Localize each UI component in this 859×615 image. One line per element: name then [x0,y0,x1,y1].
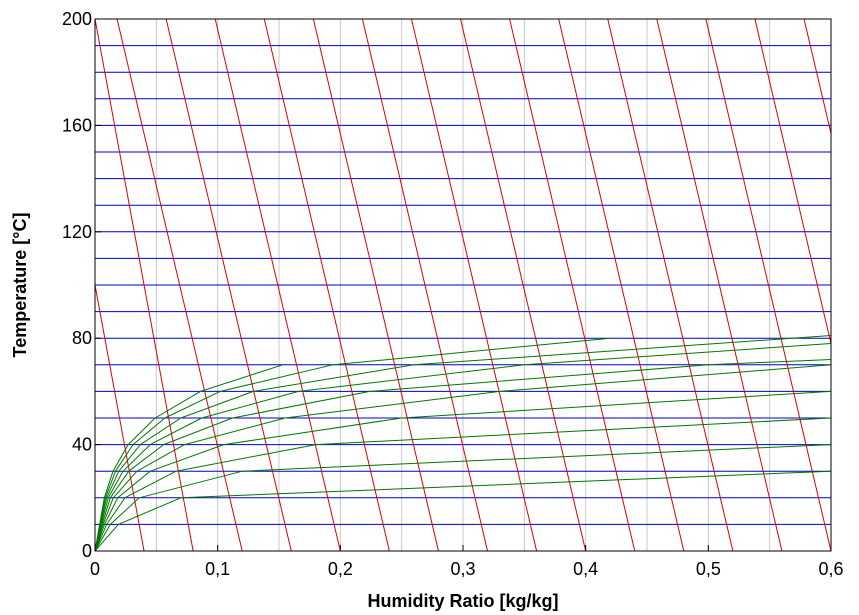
enthalpy-line-11 [558,19,685,551]
enthalpy-line-3 [165,19,292,551]
enthalpy-line-6 [312,19,439,551]
x-tick-label-5: 0,5 [696,559,721,579]
rh-curve-5 [95,364,831,551]
y-axis-title: Temperature [°C] [10,213,30,358]
enthalpy-line-12 [607,19,734,551]
enthalpy-line-10 [509,19,636,551]
axis-ticks: 0 0,1 0,2 0,3 0,4 0,5 0,6 0 40 80 120 160 200 [62,9,844,579]
enthalpy-line-16 [803,19,831,134]
x-tick-label-4: 0,4 [573,559,598,579]
enthalpy-line-14 [705,19,831,551]
enthalpy-line-4 [214,19,341,551]
y-tick-label-0: 0 [82,541,92,561]
enthalpy-line-13 [656,19,783,551]
rh-curve-9 [95,470,831,551]
rh-curve-8 [95,444,831,551]
rh-curve-4 [95,358,831,551]
y-tick-label-3: 120 [62,222,92,242]
data-lines [95,19,831,551]
x-tick-label-1: 0,1 [205,559,230,579]
y-tick-label-1: 40 [72,435,92,455]
y-tick-label-5: 200 [62,9,92,29]
enthalpy-line-1 [95,19,194,551]
y-tick-label-2: 80 [72,328,92,348]
enthalpy-line-0 [95,284,145,551]
enthalpy-line-15 [754,19,831,344]
rh-curve-6 [95,390,831,551]
rh-curve-2 [95,335,831,551]
rh-curve-7 [95,417,831,551]
enthalpy-line-5 [263,19,390,551]
x-tick-label-6: 0,6 [818,559,843,579]
rh-curve-3 [95,343,831,551]
y-tick-label-4: 160 [62,115,92,135]
enthalpy-line-8 [410,19,538,551]
enthalpy-line-7 [361,19,489,551]
x-axis-title: Humidity Ratio [kg/kg] [367,591,558,611]
enthalpy-line-9 [460,19,587,551]
rh-curve-1 [95,337,611,551]
x-tick-label-3: 0,3 [450,559,475,579]
x-tick-label-2: 0,2 [328,559,353,579]
x-tick-label-0: 0 [90,559,100,579]
